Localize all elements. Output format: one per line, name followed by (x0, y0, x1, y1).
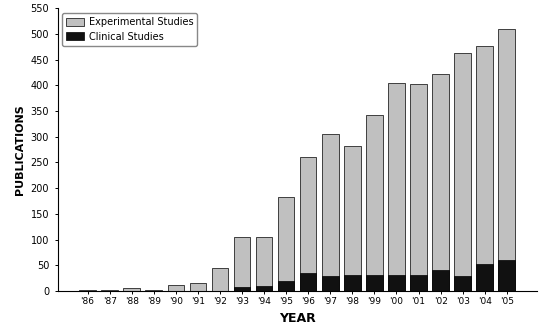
Bar (278, 197, 294, 291)
Bar (300, 273, 316, 291)
Bar (498, 260, 515, 291)
Bar (388, 83, 405, 291)
Bar (477, 46, 493, 291)
Bar (344, 275, 361, 291)
Bar (189, 283, 206, 291)
Bar (366, 275, 382, 291)
Bar (146, 290, 162, 291)
Bar (344, 146, 361, 291)
X-axis label: YEAR: YEAR (279, 312, 315, 325)
Bar (322, 276, 339, 291)
Bar (410, 275, 427, 291)
Bar (80, 290, 96, 291)
Bar (454, 276, 471, 291)
Bar (168, 285, 184, 291)
Bar (432, 270, 449, 291)
Bar (366, 115, 382, 291)
Bar (278, 281, 294, 291)
Bar (234, 287, 250, 291)
Bar (477, 264, 493, 291)
Bar (388, 275, 405, 291)
Y-axis label: PUBLICATIONS: PUBLICATIONS (15, 104, 25, 195)
Bar (410, 84, 427, 291)
Bar (432, 74, 449, 291)
Bar (101, 290, 118, 291)
Legend: Experimental Studies, Clinical Studies: Experimental Studies, Clinical Studies (62, 13, 197, 46)
Bar (322, 134, 339, 291)
Bar (234, 237, 250, 291)
Bar (123, 289, 140, 291)
Bar (256, 286, 272, 291)
Bar (454, 53, 471, 291)
Bar (212, 268, 228, 291)
Bar (498, 29, 515, 291)
Bar (256, 237, 272, 291)
Bar (300, 157, 316, 291)
